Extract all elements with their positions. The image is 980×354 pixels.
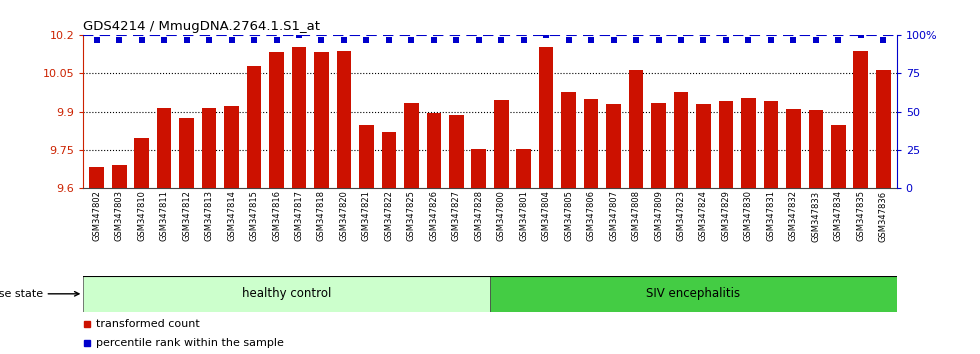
Bar — [763, 101, 778, 188]
Bar — [490, 276, 897, 312]
Bar — [584, 99, 599, 188]
Bar — [718, 101, 733, 188]
Bar — [179, 118, 194, 188]
Bar — [292, 47, 307, 188]
Point — [561, 37, 576, 43]
Bar — [247, 66, 262, 188]
Point — [853, 33, 868, 38]
Point — [246, 37, 262, 43]
Point — [134, 37, 150, 43]
Point — [269, 37, 284, 43]
Point — [606, 37, 621, 43]
Point — [404, 37, 419, 43]
Bar — [449, 115, 464, 188]
Point — [157, 37, 172, 43]
Bar — [786, 109, 801, 188]
Point — [112, 37, 127, 43]
Point — [830, 37, 846, 43]
Bar — [426, 113, 441, 188]
Point — [673, 37, 689, 43]
Bar — [696, 104, 710, 188]
Bar — [224, 107, 239, 188]
Bar — [629, 70, 643, 188]
Bar — [876, 70, 891, 188]
Point — [628, 37, 644, 43]
Bar — [315, 52, 328, 188]
Point — [515, 37, 531, 43]
Bar — [831, 125, 846, 188]
Bar — [516, 149, 531, 188]
Point — [538, 33, 554, 38]
Bar — [359, 125, 373, 188]
Bar — [381, 132, 396, 188]
Bar — [673, 92, 688, 188]
Bar — [202, 108, 217, 188]
Bar — [562, 92, 576, 188]
Point — [291, 33, 307, 38]
Point — [359, 37, 374, 43]
Bar — [471, 149, 486, 188]
Point — [178, 37, 194, 43]
Text: disease state: disease state — [0, 289, 79, 299]
Point — [493, 37, 509, 43]
Bar — [652, 103, 665, 188]
Point — [583, 37, 599, 43]
Point — [875, 37, 891, 43]
Text: SIV encephalitis: SIV encephalitis — [646, 287, 741, 300]
Bar — [854, 51, 868, 188]
Point — [741, 37, 757, 43]
Text: GDS4214 / MmugDNA.2764.1.S1_at: GDS4214 / MmugDNA.2764.1.S1_at — [83, 20, 320, 33]
Bar — [404, 103, 418, 188]
Point — [336, 37, 352, 43]
Point — [651, 37, 666, 43]
Text: transformed count: transformed count — [95, 319, 199, 329]
Point — [449, 37, 465, 43]
Bar — [270, 52, 284, 188]
Bar — [157, 108, 172, 188]
Text: percentile rank within the sample: percentile rank within the sample — [95, 338, 283, 348]
Point — [471, 37, 487, 43]
Text: healthy control: healthy control — [242, 287, 331, 300]
Bar — [741, 98, 756, 188]
Bar — [112, 165, 126, 188]
Bar — [808, 110, 823, 188]
Bar — [89, 167, 104, 188]
Point — [314, 37, 329, 43]
Point — [89, 37, 105, 43]
Bar — [607, 104, 621, 188]
Point — [786, 37, 802, 43]
Point — [808, 37, 823, 43]
Bar — [337, 51, 351, 188]
Bar — [539, 47, 554, 188]
Bar — [134, 138, 149, 188]
Point — [426, 37, 442, 43]
Bar — [83, 276, 490, 312]
Point — [381, 37, 397, 43]
Point — [201, 37, 217, 43]
Point — [223, 37, 239, 43]
Point — [696, 37, 711, 43]
Bar — [494, 100, 509, 188]
Point — [718, 37, 734, 43]
Point — [763, 37, 779, 43]
